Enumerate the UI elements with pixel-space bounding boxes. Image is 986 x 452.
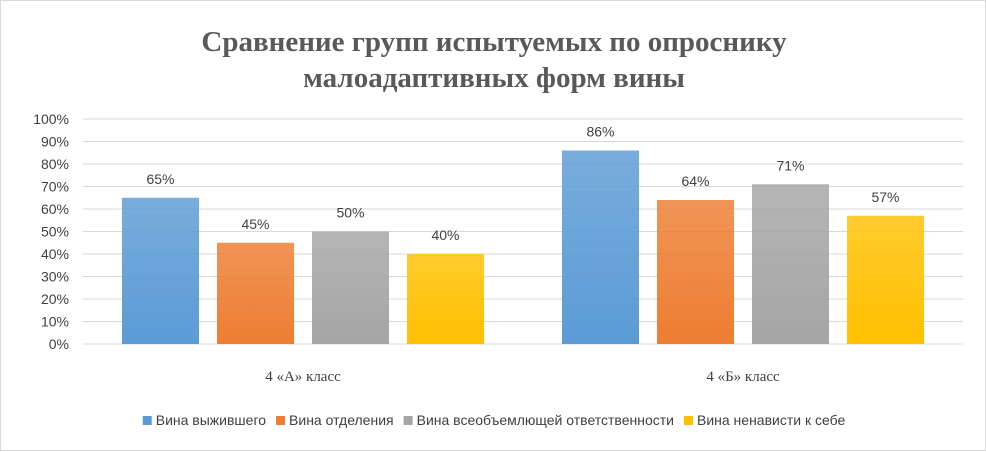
y-tick-label: 20% [41,291,69,307]
y-axis-ticks: 0% 10% 20% 30% 40% 50% 60% 70% 80% 90% 100% [33,111,69,352]
x-axis-categories: 4 «А» класс 4 «Б» класс [265,369,780,385]
y-tick-label: 40% [41,246,69,262]
legend-label: Вина отделения [289,412,394,428]
y-tick-label: 70% [41,179,69,195]
x-category-label: 4 «А» класс [265,369,341,385]
y-tick-label: 60% [41,201,69,217]
data-label: 45% [241,216,269,232]
legend-swatch [142,416,152,425]
bar [407,254,484,344]
legend-item: Вина ненависти к себе [683,412,845,428]
y-tick-label: 80% [41,156,69,172]
legend-item: Вина всеобъемлющей ответственности [403,412,674,428]
y-tick-label: 0% [49,336,69,352]
legend-swatch [276,416,286,425]
data-label: 64% [681,173,709,189]
data-label: 50% [336,205,364,221]
y-tick-label: 50% [41,224,69,240]
legend-item: Вина выжившего [142,412,267,428]
data-label: 86% [586,124,614,140]
x-category-label: 4 «Б» класс [706,369,780,385]
chart-title-line-2: малоадаптивных форм вины [303,62,685,94]
data-label: 40% [431,227,459,243]
legend-swatch [683,416,693,425]
legend-label: Вина всеобъемлющей ответственности [417,412,674,428]
legend-label: Вина выжившего [156,412,267,428]
bar [752,184,829,344]
y-tick-label: 100% [33,111,69,127]
bar [657,200,734,344]
data-label: 65% [146,171,174,187]
bar [562,150,639,344]
bar [312,231,389,344]
legend-swatch [403,416,413,425]
bar [847,215,924,344]
data-label: 57% [871,189,899,205]
chart-title-line-1: Сравнение групп испытуемых по опроснику [201,26,787,58]
y-tick-label: 90% [41,134,69,150]
bar [122,197,199,344]
legend-label: Вина ненависти к себе [697,412,845,428]
y-tick-label: 10% [41,314,69,330]
bars [122,150,924,344]
data-labels: 65% 45% 50% 40% 86% 64% 71% 57% [146,124,899,244]
bar [217,242,294,344]
data-label: 71% [776,157,804,173]
legend: Вина выжившего Вина отделения Вина всеобъе… [142,412,845,428]
gridlines [83,118,963,345]
legend-item: Вина отделения [276,412,394,428]
y-tick-label: 30% [41,269,69,285]
